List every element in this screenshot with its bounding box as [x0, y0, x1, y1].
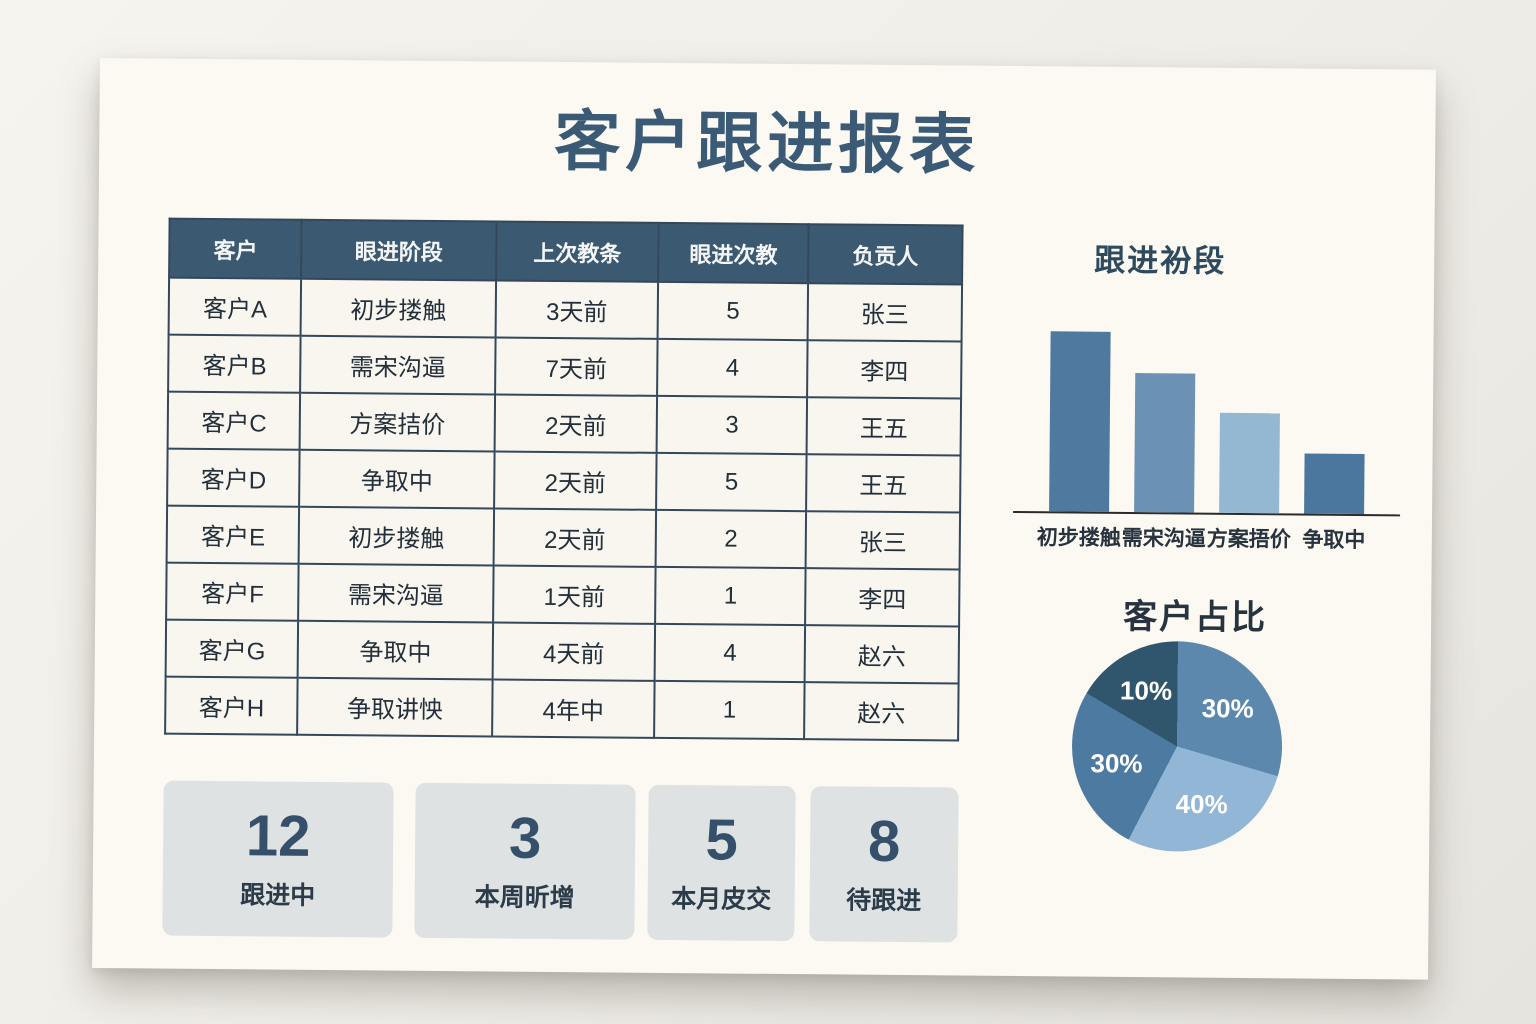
table-cell: 客户B: [168, 334, 302, 393]
stat-value: 3: [508, 805, 542, 871]
bar-label: 方案捂价: [1206, 527, 1291, 552]
bar-chart-title: 跟进衯段: [1094, 242, 1227, 279]
table-cell: 张三: [805, 511, 961, 570]
table-header-cell: 负贡人: [808, 224, 963, 285]
table-cell: 4天前: [492, 622, 656, 681]
bar: [1049, 331, 1111, 512]
table-cell: 赵六: [804, 682, 959, 741]
table-cell: 3天前: [495, 280, 659, 339]
table-cell: 2天前: [493, 451, 657, 510]
table-cell: 5: [656, 452, 807, 512]
bar-label: 需宋沟逼: [1121, 526, 1206, 551]
table-header-row: 客户 眼进阶段 上次教条 眼进次教 负贡人: [169, 218, 963, 285]
table-cell: 争取中: [298, 620, 493, 680]
table-row: 客户F 需宋沟逼 1天前 1 李四: [166, 562, 960, 627]
table-body: 客户A 初步搂触 3天前 5 张三 客户B 需宋沟逼 7天前 4 李四 客户C 方案拮价 2天前 3 王五客…: [165, 277, 963, 741]
bar-label: 初步搂触: [1036, 526, 1121, 550]
stat-label: 待跟进: [846, 886, 922, 915]
table-cell: 客户D: [167, 448, 301, 507]
table-row: 客户H 争取讲怏 4年中 1 赵六: [165, 676, 959, 741]
table-cell: 2天前: [494, 394, 658, 453]
report-card: 客户跟进报表 客户 眼进阶段 上次教条 眼进次教 负贡人 客户A 初步搂触 3天前 5 张三 客户…: [92, 58, 1436, 980]
table-cell: 3: [656, 395, 808, 455]
stat-value: 8: [867, 808, 901, 874]
table-cell: 1天前: [492, 565, 656, 624]
stat-value: 12: [245, 802, 311, 869]
table-row: 客户E 初步搂触 2天前 2 张三: [166, 505, 961, 570]
table-cell: 1: [654, 680, 805, 740]
table-row: 客户G 争取中 4天前 4 赵六: [165, 619, 960, 684]
report-title: 客户跟进报表: [553, 103, 981, 182]
bar: [1304, 453, 1365, 515]
stat-card: 5 本月皮交: [647, 784, 796, 942]
bar-slot: 需宋沟逼: [1122, 327, 1206, 551]
table-row: 客户B 需宋沟逼 7天前 4 李四: [168, 334, 962, 399]
customer-table-wrap: 客户 眼进阶段 上次教条 眼进次教 负贡人 客户A 初步搂触 3天前 5 张三 客户B 需宋沟逼 7天…: [164, 218, 963, 742]
table-cell: 张三: [807, 283, 963, 342]
stat-cards: 12 跟进中 3 本周昕增 5 本月皮交 8 待跟进: [100, 58, 1436, 943]
table-cell: 7天前: [494, 337, 658, 396]
table-cell: 客户H: [165, 676, 299, 735]
pie-chart-title: 客户占比: [1122, 597, 1268, 638]
table-cell: 2天前: [493, 508, 657, 567]
table-cell: 1: [655, 566, 806, 626]
table-cell: 赵六: [804, 625, 960, 684]
table-row: 客户A 初步搂触 3天前 5 张三: [168, 277, 963, 342]
bar-label: 争取中: [1302, 528, 1366, 553]
table-cell: 王五: [806, 454, 961, 513]
table-cell: 需宋沟逼: [300, 335, 496, 395]
stat-label: 本月皮交: [671, 884, 772, 914]
stat-label: 跟进中: [240, 880, 316, 910]
table-cell: 4: [654, 623, 806, 683]
stat-value: 5: [705, 806, 739, 873]
pie-circle: [1071, 640, 1283, 853]
table-cell: 需宋沟逼: [298, 563, 494, 623]
bar: [1134, 373, 1196, 513]
bar-chart: 初步搂触 需宋沟逼 方案捂价 争取中: [1013, 325, 1402, 552]
table-header-cell: 上次教条: [495, 221, 659, 282]
table-header-cell: 眼进次教: [658, 222, 809, 284]
table-header-cell: 客户: [169, 218, 303, 279]
pie-slice-label: 10%: [1119, 675, 1173, 707]
table-cell: 4: [657, 338, 808, 398]
table-cell: 方案拮价: [300, 392, 495, 452]
table-cell: 初步搂触: [301, 278, 496, 338]
table-cell: 客户C: [167, 391, 301, 450]
table-header-cell: 眼进阶段: [301, 219, 497, 281]
pie-slice-label: 40%: [1175, 788, 1228, 820]
stat-card: 3 本周昕增: [414, 782, 636, 940]
stat-label: 本周昕增: [474, 882, 575, 912]
table-cell: 争取中: [299, 449, 495, 509]
table-cell: 李四: [807, 340, 962, 399]
table-cell: 李四: [805, 568, 960, 627]
table-cell: 争取讲怏: [297, 677, 493, 737]
bar-slot: 方案捂价: [1207, 328, 1291, 551]
bar: [1219, 412, 1280, 514]
table-cell: 客户G: [165, 619, 299, 678]
pie-slice-label: 30%: [1090, 748, 1143, 779]
table-cell: 客户E: [166, 505, 300, 564]
customer-table: 客户 眼进阶段 上次教条 眼进次教 负贡人 客户A 初步搂触 3天前 5 张三 客户B 需宋沟逼 7天…: [164, 218, 963, 742]
table-cell: 5: [657, 281, 809, 341]
pie-slice-label: 30%: [1201, 693, 1254, 724]
bar-slot: 初步搂触: [1037, 326, 1121, 550]
table-cell: 王五: [806, 397, 962, 456]
bar-slot: 争取中: [1302, 329, 1366, 552]
table-cell: 4年中: [491, 679, 655, 738]
table-cell: 2: [655, 509, 807, 569]
stat-card: 12 跟进中: [162, 780, 394, 938]
table-cell: 客户A: [168, 277, 302, 336]
stat-card: 8 待跟进: [809, 786, 959, 943]
table-cell: 初步搂触: [299, 506, 494, 566]
table-row: 客户D 争取中 2天前 5 王五: [167, 448, 961, 513]
pie-chart: 30% 40% 30% 10%: [1071, 640, 1283, 853]
table-row: 客户C 方案拮价 2天前 3 王五: [167, 391, 962, 456]
table-cell: 客户F: [166, 562, 300, 621]
